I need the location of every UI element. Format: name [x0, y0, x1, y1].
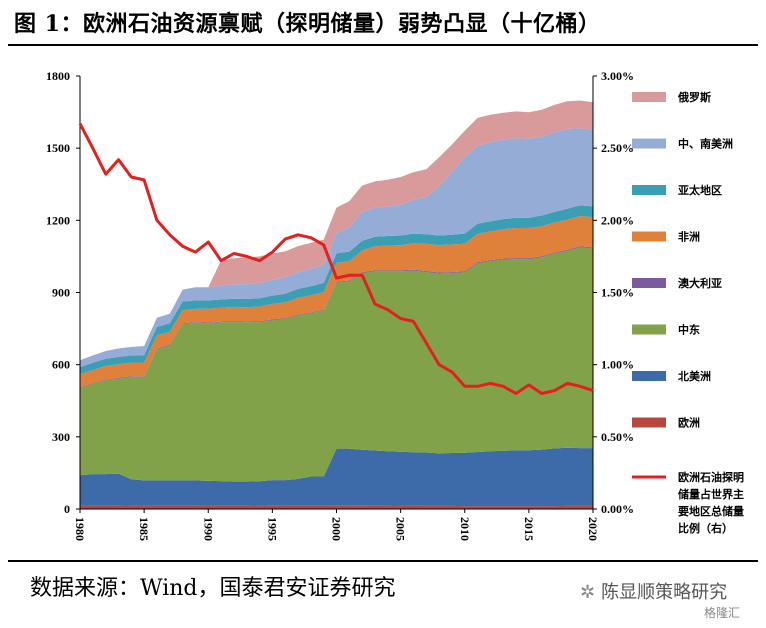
- legend-label: 亚太地区: [678, 183, 722, 197]
- chart-title: 图 1：欧洲石油资源禀赋（探明储量）弱势凸显（十亿桶）: [14, 11, 601, 37]
- left-tick-label: 0: [64, 502, 70, 516]
- legend-entry-4: 澳大利亚: [632, 276, 722, 290]
- left-tick-label: 1500: [46, 141, 70, 155]
- legend-swatch: [632, 371, 666, 381]
- right-tick-label: 2.00%: [601, 213, 634, 227]
- legend-swatch: [632, 231, 666, 242]
- source-note: 数据来源：Wind，国泰君安证券研究: [30, 576, 396, 601]
- right-tick-label: 3.00%: [601, 69, 634, 83]
- legend-swatch: [632, 92, 666, 102]
- top-rule: [8, 44, 758, 46]
- watermark-text: 陈显顺策略研究: [601, 582, 728, 603]
- ratio-line: [78, 122, 594, 395]
- x-tick-label: 1980: [73, 517, 87, 541]
- right-tick-label: 2.50%: [601, 141, 634, 155]
- area-series-4: [80, 216, 593, 388]
- ratio-line-layer: [78, 122, 594, 395]
- legend-swatch: [632, 278, 666, 288]
- chart-legend: 俄罗斯中、南美洲亚太地区非洲澳大利亚中东北美洲欧洲欧洲石油探明储量占世界主要地区…: [632, 90, 744, 535]
- left-tick-label: 1800: [46, 69, 70, 83]
- legend-entry-1: 中、南美洲: [632, 137, 733, 151]
- area-series-2: [80, 247, 593, 482]
- legend-label: 非洲: [678, 230, 700, 244]
- x-tick-label: 1995: [265, 517, 279, 541]
- x-tick-label: 2020: [586, 517, 600, 541]
- legend-entry-8: 欧洲石油探明储量占世界主要地区总储量比例（右）: [632, 470, 744, 535]
- stacked-area-layer: [80, 100, 593, 509]
- right-tick-label: 1.50%: [601, 286, 634, 300]
- legend-label: 中、南美洲: [678, 137, 733, 151]
- watermark: ✲ 陈显顺策略研究: [580, 578, 727, 604]
- left-tick-label: 900: [52, 286, 70, 300]
- legend-label: 欧洲石油探明储量占世界主要地区总储量比例（右）: [678, 470, 744, 535]
- area-series-7: [80, 100, 593, 361]
- area-series-6: [80, 128, 593, 368]
- legend-entry-5: 中东: [632, 323, 700, 337]
- legend-entry-7: 欧洲: [632, 416, 700, 430]
- legend-swatch: [632, 324, 666, 335]
- legend-swatch: [632, 417, 666, 428]
- legend-entry-0: 俄罗斯: [632, 90, 711, 104]
- x-tick-label: 2010: [458, 517, 472, 541]
- chart-canvas: 0 300 600 900 1200 1500 1800 0.00% 0.50% 1.00% 1.5…: [46, 69, 744, 541]
- area-series-1: [80, 447, 593, 507]
- legend-entry-3: 非洲: [632, 230, 700, 244]
- x-tick-label: 2015: [522, 517, 536, 541]
- legend-label: 欧洲: [678, 416, 700, 430]
- legend-label: 澳大利亚: [678, 276, 722, 290]
- legend-swatch: [632, 185, 666, 195]
- legend-entry-2: 亚太地区: [632, 183, 722, 197]
- left-tick-label: 600: [52, 358, 70, 372]
- right-tick-label: 1.00%: [601, 358, 634, 372]
- area-series-5: [80, 205, 593, 375]
- left-tick-label: 300: [52, 430, 70, 444]
- wechat-icon: ✲: [580, 582, 596, 603]
- x-tick-label: 2005: [394, 517, 408, 541]
- x-tick-label: 1985: [137, 517, 151, 541]
- legend-label: 俄罗斯: [677, 90, 711, 104]
- legend-swatch: [632, 138, 666, 149]
- legend-label: 北美洲: [678, 369, 711, 383]
- axes-layer: 0 300 600 900 1200 1500 1800 0.00% 0.50% 1.00% 1.5…: [46, 69, 634, 541]
- left-tick-label: 1200: [46, 213, 70, 227]
- x-tick-label: 1990: [201, 517, 215, 541]
- legend-entry-6: 北美洲: [632, 369, 711, 383]
- right-tick-label: 0.50%: [601, 430, 634, 444]
- legend-label: 中东: [678, 323, 700, 337]
- area-series-0: [80, 505, 593, 509]
- right-tick-label: 0.00%: [601, 502, 634, 516]
- bottom-rule: [8, 560, 758, 562]
- x-tick-label: 2000: [330, 517, 344, 541]
- watermark-sub: 格隆汇: [704, 606, 741, 620]
